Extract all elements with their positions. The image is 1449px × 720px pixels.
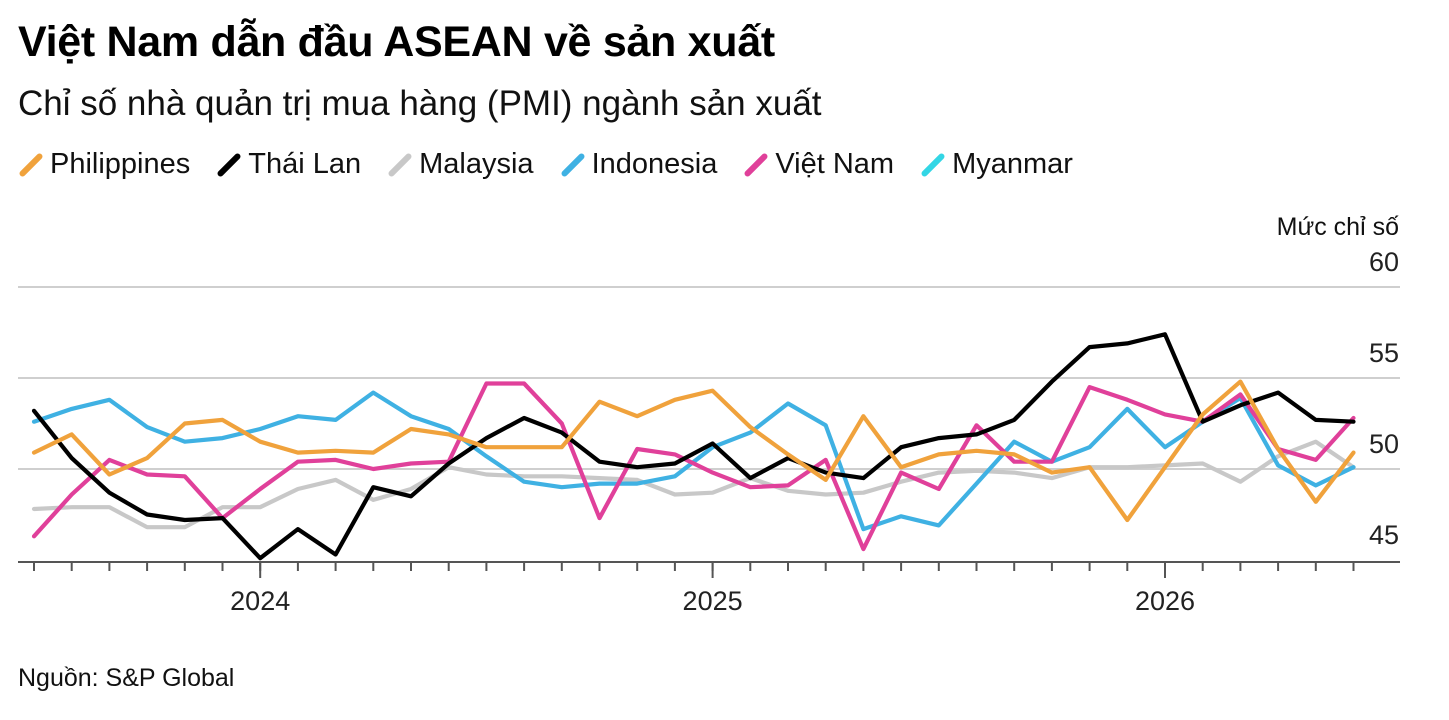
series-line-viet-nam: [31, 381, 1356, 552]
chart-plot: 2024 2025 2026 Mức chỉ số 45 50 55 60: [18, 213, 1400, 616]
chart-title: Việt Nam dẫn đầu ASEAN về sản xuất: [18, 18, 775, 66]
legend-item-malaysia: Malaysia: [387, 148, 534, 181]
series-line-philippines: [31, 379, 1356, 523]
y-tick-label-60: 60: [1369, 247, 1399, 277]
y-tick-label-45: 45: [1369, 520, 1399, 550]
series-lines: [31, 332, 1356, 561]
series-line-malaysia: [31, 439, 1356, 530]
legend-label-viet-nam: Việt Nam: [775, 148, 895, 180]
legend-item-philippines: Philippines: [18, 148, 191, 181]
x-tick-label-2025: 2025: [683, 586, 743, 616]
chart-subtitle: Chỉ số nhà quản trị mua hàng (PMI) ngành…: [18, 84, 822, 123]
x-tick-label-2024: 2024: [230, 586, 290, 616]
x-tick-label-2026: 2026: [1135, 586, 1195, 616]
legend: Philippines Thái Lan Malaysia Indonesia Việt…: [18, 148, 1101, 181]
y-axis: Mức chỉ số 45 50 55 60: [1277, 213, 1399, 550]
legend-label-philippines: Philippines: [50, 148, 191, 180]
legend-label-thai-lan: Thái Lan: [248, 148, 362, 180]
y-tick-label-50: 50: [1369, 429, 1399, 459]
legend-label-myanmar: Myanmar: [952, 148, 1073, 180]
legend-item-viet-nam: Việt Nam: [743, 148, 895, 181]
legend-item-myanmar: Myanmar: [920, 148, 1073, 181]
legend-label-indonesia: Indonesia: [591, 148, 718, 180]
y-tick-label-55: 55: [1369, 338, 1399, 368]
legend-item-thai-lan: Thái Lan: [216, 148, 362, 181]
legend-item-indonesia: Indonesia: [559, 148, 718, 181]
gridlines: [18, 286, 1400, 470]
y-axis-label: Mức chỉ số: [1277, 213, 1399, 241]
source-note: Nguồn: S&P Global: [18, 664, 235, 692]
x-axis: 2024 2025 2026: [18, 561, 1400, 616]
series-line-thai-lan: [31, 332, 1356, 561]
legend-label-malaysia: Malaysia: [419, 148, 534, 180]
